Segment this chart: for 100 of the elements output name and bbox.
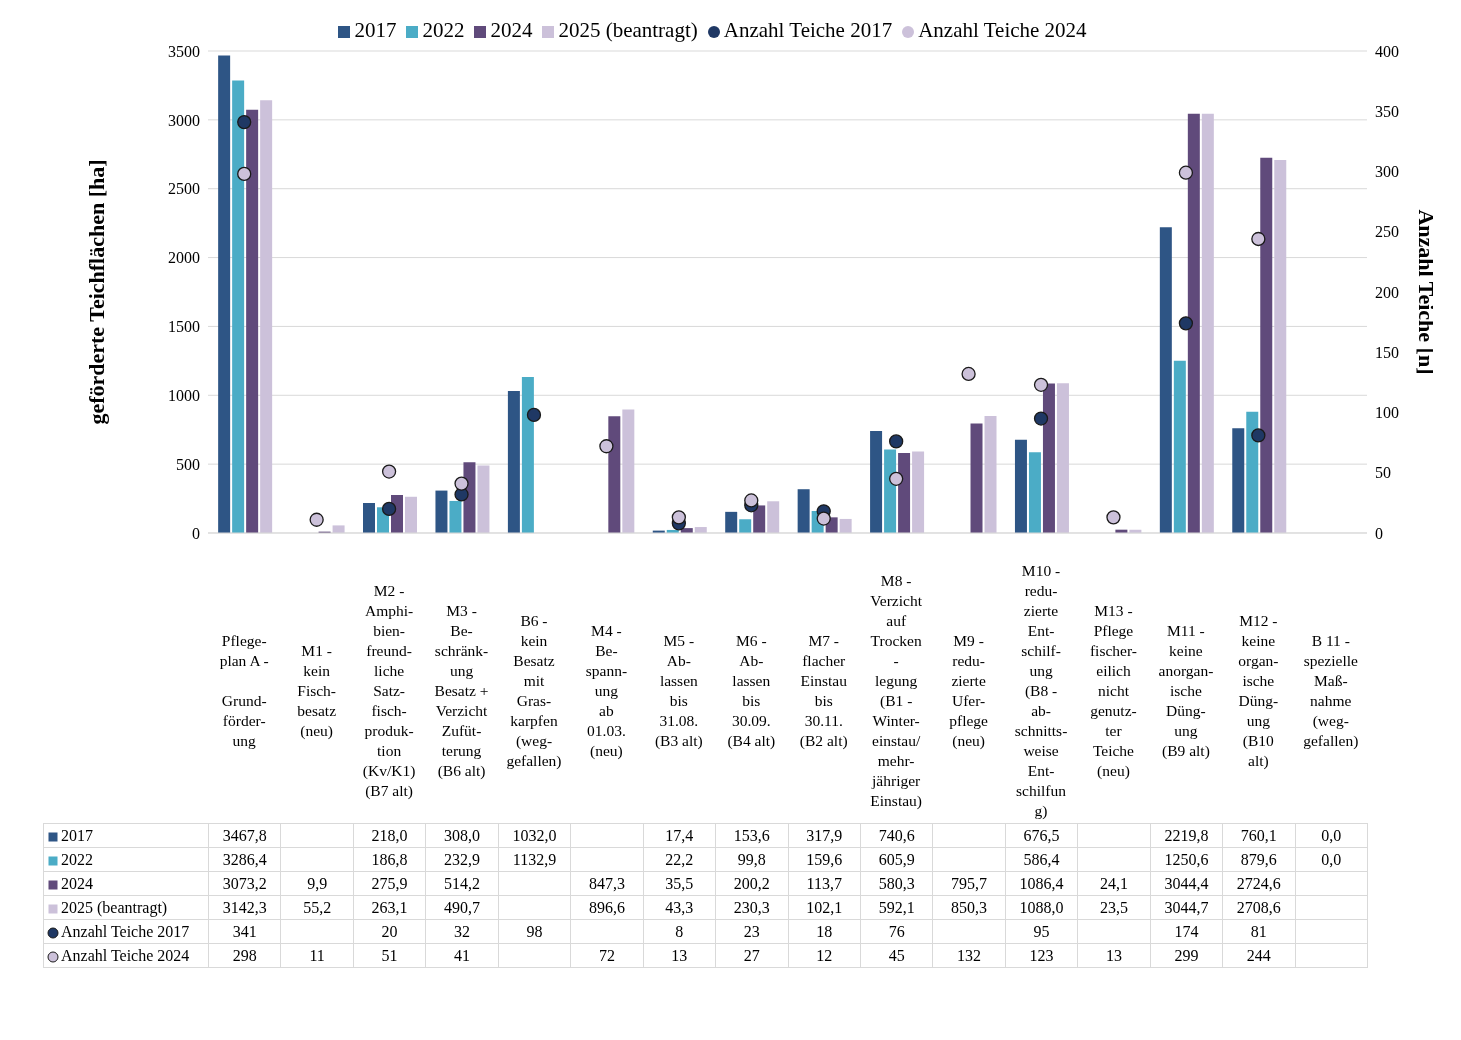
- text: Anzahl Teiche 2024: [61, 946, 190, 964]
- data-label: 123: [1005, 943, 1078, 968]
- y-axis-title: geförderte Teichflächen [ha]: [83, 159, 109, 425]
- data-label: 232,9: [425, 847, 499, 872]
- data-label: 27: [715, 943, 788, 968]
- data-label: 0,0: [1295, 823, 1368, 848]
- data-label: 244: [1222, 943, 1296, 968]
- y2-tick-label: 300: [1375, 163, 1399, 181]
- data-label: 847,3: [570, 871, 644, 896]
- data-label: 592,1: [860, 895, 933, 920]
- legend-label: 2024: [490, 18, 533, 42]
- data-label: 13: [1077, 943, 1151, 968]
- data-label: 275,9: [353, 871, 426, 896]
- data-label: 580,3: [860, 871, 933, 896]
- data-label: 1032,0: [498, 823, 571, 848]
- y-tick-label: 2500: [168, 180, 200, 198]
- data-label: 20: [353, 919, 426, 944]
- data-label: 2708,6: [1222, 895, 1296, 920]
- data-label: 55,2: [280, 895, 354, 920]
- data-label: 298: [208, 943, 281, 968]
- data-label: 186,8: [353, 847, 426, 872]
- data-label: 8: [643, 919, 716, 944]
- data-label: 586,4: [1005, 847, 1078, 872]
- data-label: 98: [498, 919, 571, 944]
- y2-tick-label: 100: [1375, 404, 1399, 422]
- y2-tick-label: 0: [1375, 524, 1383, 542]
- x-tick-label: M4 - Be- spann- ung ab 01.03. (neu): [585, 622, 628, 760]
- y-tick-label: 500: [176, 455, 200, 473]
- data-label: 3044,4: [1150, 871, 1223, 896]
- x-tick-label: M7 - flacher Einstau bis 30.11. (B2 alt): [799, 632, 848, 750]
- data-label: 218,0: [353, 823, 426, 848]
- data-label: 896,6: [570, 895, 644, 920]
- x-tick-label: M6 - Ab- lassen bis 30.09. (B4 alt): [727, 632, 776, 750]
- data-label: 113,7: [788, 871, 861, 896]
- data-label: 23,5: [1077, 895, 1151, 920]
- data-label: 95: [1005, 919, 1078, 944]
- y2-tick-label: 250: [1375, 223, 1399, 241]
- data-label: 76: [860, 919, 933, 944]
- data-label: 102,1: [788, 895, 861, 920]
- data-label: 41: [425, 943, 499, 968]
- text: 2022: [61, 850, 93, 868]
- data-label: 514,2: [425, 871, 499, 896]
- data-label: 850,3: [932, 895, 1006, 920]
- data-label: 18: [788, 919, 861, 944]
- x-tick-label: M9 - redu- zierte Ufer- pflege (neu): [949, 632, 989, 750]
- data-label: 174: [1150, 919, 1223, 944]
- data-label: 132: [932, 943, 1006, 968]
- data-label: 2724,6: [1222, 871, 1296, 896]
- y-tick-label: 3000: [168, 111, 200, 129]
- data-label: 2219,8: [1150, 823, 1223, 848]
- data-label: 51: [353, 943, 426, 968]
- data-label: 81: [1222, 919, 1296, 944]
- legend-label: 2025 (beantragt): [558, 18, 698, 42]
- data-label: 1250,6: [1150, 847, 1223, 872]
- data-label: 12: [788, 943, 861, 968]
- legend-label: 2022: [422, 18, 465, 42]
- data-label: 45: [860, 943, 933, 968]
- data-label: 22,2: [643, 847, 716, 872]
- data-label: 3286,4: [208, 847, 281, 872]
- y2-tick-label: 50: [1375, 464, 1391, 482]
- category-label: M2 - Amphi- bien- freund- liche Satz- fisch- produk- tion (Kv/K1) (B7 alt): [362, 582, 416, 799]
- data-label: 317,9: [788, 823, 861, 848]
- data-label: 35,5: [643, 871, 716, 896]
- category-label: M3 - Be- schränk- ung Besatz + Verzicht Zufüt- terung (B6 alt): [434, 602, 489, 779]
- data-label: 676,5: [1005, 823, 1078, 848]
- data-label: 795,7: [932, 871, 1006, 896]
- text: 2017: [61, 826, 93, 844]
- y2-tick-label: 200: [1375, 283, 1399, 301]
- data-label: 3142,3: [208, 895, 281, 920]
- x-tick-label: M5 - Ab- lassen bis 31.08. (B3 alt): [654, 632, 703, 750]
- data-label: 32: [425, 919, 499, 944]
- x-tick-label: M11 - keine anorgan- ische Düng- ung (B9 alt): [1158, 622, 1214, 760]
- category-label: M8 - Verzicht auf Trocken - legung (B1 - Winter- einstau/ mehr- jähriger Einstau): [870, 572, 922, 809]
- data-label: 230,3: [715, 895, 788, 920]
- x-tick-label: B 11 - spezielle Maß- nahme (weg- gefallen): [1303, 632, 1359, 750]
- data-label: 341: [208, 919, 281, 944]
- data-label: 1132,9: [498, 847, 571, 872]
- data-label: 3073,2: [208, 871, 281, 896]
- x-tick-label: M1 - kein Fisch- besatz (neu): [297, 642, 337, 740]
- y-tick-label: 1500: [168, 318, 200, 336]
- y-tick-label: 3500: [168, 42, 200, 60]
- data-label: 1086,4: [1005, 871, 1078, 896]
- data-label: 43,3: [643, 895, 716, 920]
- x-tick-label: M12 - keine organ- ische Düng- ung (B10 alt): [1238, 612, 1279, 770]
- legend-label: Anzahl Teiche 2017: [723, 18, 893, 42]
- data-label: 17,4: [643, 823, 716, 848]
- text: 2024: [61, 874, 93, 892]
- y2-tick-label: 150: [1375, 343, 1399, 361]
- data-label: 3044,7: [1150, 895, 1223, 920]
- data-label: 263,1: [353, 895, 426, 920]
- data-label: 879,6: [1222, 847, 1296, 872]
- data-label: 23: [715, 919, 788, 944]
- y-tick-label: 1000: [168, 386, 200, 404]
- data-label: 99,8: [715, 847, 788, 872]
- category-label: M10 - redu- zierte Ent- schilf- ung (B8 - ab- schnitts- weise Ent- schilfun g): [1014, 562, 1068, 819]
- category-label: Pflege- plan A - Grund- förder- ung: [219, 632, 269, 749]
- data-label: 760,1: [1222, 823, 1296, 848]
- data-label: 200,2: [715, 871, 788, 896]
- data-label: 299: [1150, 943, 1223, 968]
- data-label: 13: [643, 943, 716, 968]
